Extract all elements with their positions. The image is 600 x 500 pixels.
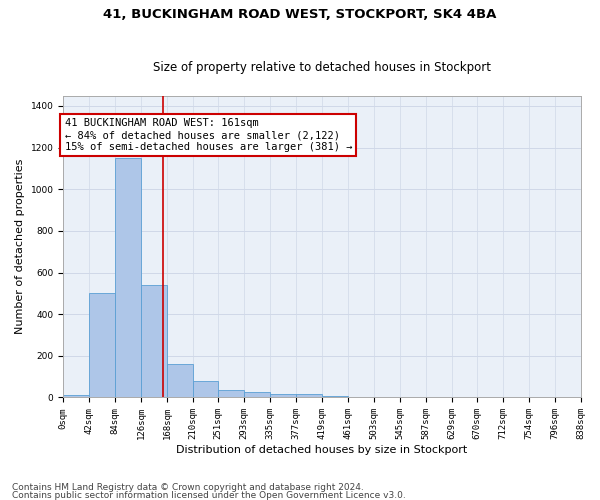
Bar [244,392,270,398]
Bar [296,394,322,398]
Text: Contains HM Land Registry data © Crown copyright and database right 2024.: Contains HM Land Registry data © Crown c… [12,484,364,492]
Title: Size of property relative to detached houses in Stockport: Size of property relative to detached ho… [153,60,491,74]
Text: Contains public sector information licensed under the Open Government Licence v3: Contains public sector information licen… [12,490,406,500]
Text: 41 BUCKINGHAM ROAD WEST: 161sqm
← 84% of detached houses are smaller (2,122)
15%: 41 BUCKINGHAM ROAD WEST: 161sqm ← 84% of… [65,118,352,152]
Bar [167,364,193,398]
X-axis label: Distribution of detached houses by size in Stockport: Distribution of detached houses by size … [176,445,467,455]
Bar [322,396,348,398]
Bar [63,396,89,398]
Text: 41, BUCKINGHAM ROAD WEST, STOCKPORT, SK4 4BA: 41, BUCKINGHAM ROAD WEST, STOCKPORT, SK4… [103,8,497,20]
Bar [115,158,141,398]
Bar [141,285,167,398]
Bar [270,394,296,398]
Bar [193,381,218,398]
Bar [218,390,244,398]
Bar [89,294,115,398]
Y-axis label: Number of detached properties: Number of detached properties [15,159,25,334]
Bar [348,397,374,398]
